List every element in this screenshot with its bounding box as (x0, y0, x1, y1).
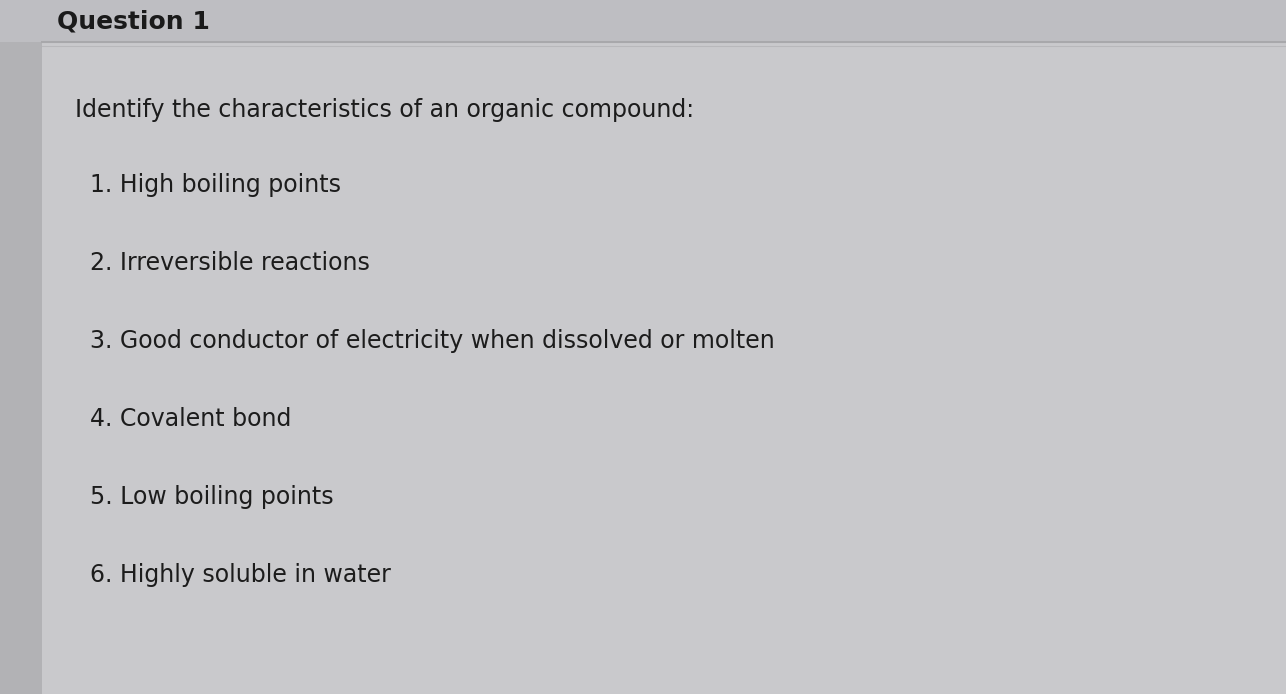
FancyBboxPatch shape (0, 0, 1286, 42)
Text: 5. Low boiling points: 5. Low boiling points (90, 485, 333, 509)
Text: 3. Good conductor of electricity when dissolved or molten: 3. Good conductor of electricity when di… (90, 329, 774, 353)
Text: Question 1: Question 1 (57, 9, 210, 33)
Text: 6. Highly soluble in water: 6. Highly soluble in water (90, 563, 391, 587)
Text: 4. Covalent bond: 4. Covalent bond (90, 407, 292, 431)
Text: 2. Irreversible reactions: 2. Irreversible reactions (90, 251, 370, 275)
FancyBboxPatch shape (0, 0, 42, 694)
Text: 1. High boiling points: 1. High boiling points (90, 173, 341, 197)
Text: Identify the characteristics of an organic compound:: Identify the characteristics of an organ… (75, 98, 694, 122)
